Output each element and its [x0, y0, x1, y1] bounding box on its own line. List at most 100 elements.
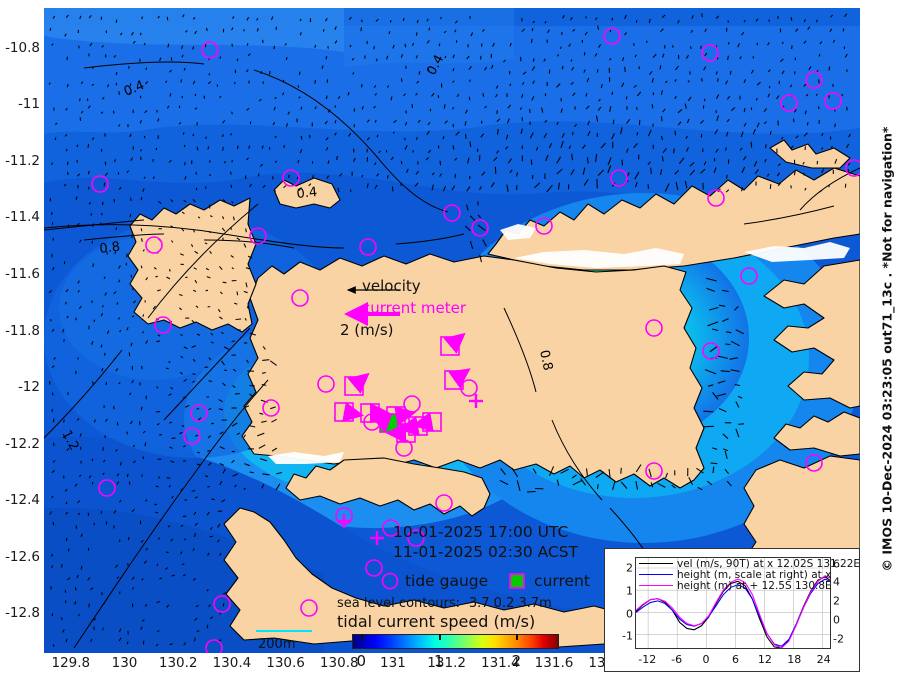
velocity-vector — [75, 525, 78, 529]
tide-gauge-marker[interactable] — [407, 529, 425, 547]
tide-gauge-marker[interactable] — [262, 399, 280, 417]
tide-gauge-marker[interactable] — [707, 189, 725, 207]
tide-gauge-marker[interactable] — [291, 289, 309, 307]
timeseries-plot[interactable] — [635, 557, 831, 649]
velocity-vector — [299, 18, 302, 22]
velocity-vector — [87, 144, 90, 148]
velocity-vector — [620, 467, 622, 474]
velocity-vector — [464, 121, 467, 126]
velocity-vector — [621, 82, 625, 88]
velocity-vector — [674, 78, 677, 82]
velocity-vector — [247, 255, 253, 259]
tide-gauge-marker[interactable] — [535, 217, 553, 235]
tide-gauge-marker[interactable] — [845, 159, 860, 177]
tide-gauge-marker[interactable] — [154, 316, 172, 334]
velocity-vector — [78, 239, 82, 243]
velocity-vector — [230, 184, 233, 189]
tide-gauge-marker[interactable] — [740, 267, 758, 285]
velocity-vector — [171, 495, 174, 499]
velocity-vector — [65, 148, 68, 152]
tide-gauge-marker[interactable] — [365, 559, 383, 577]
tide-gauge-marker[interactable] — [471, 219, 489, 237]
colorbar[interactable] — [352, 634, 559, 649]
velocity-vector — [789, 84, 793, 88]
tide-gauge-marker[interactable] — [701, 44, 719, 62]
timeseries-inset[interactable]: -1 0 1 2 -2 0 2 4 6 -12 -6 0 6 12 18 24 vel (m/s, 90T… — [604, 548, 860, 672]
velocity-vector — [155, 275, 158, 278]
tide-gauge-marker[interactable] — [702, 342, 720, 360]
velocity-vector — [67, 577, 71, 581]
tide-gauge-marker[interactable] — [145, 236, 163, 254]
velocity-vector — [718, 407, 727, 413]
tide-gauge-marker[interactable] — [603, 27, 621, 45]
tide-gauge-marker[interactable] — [91, 175, 109, 193]
velocity-vector — [659, 65, 662, 70]
velocity-vector — [65, 107, 68, 111]
tide-gauge-marker[interactable] — [190, 404, 208, 422]
velocity-vector — [834, 158, 838, 164]
map-plot-area[interactable]: 0.4 0.4 0.4 0.8 0.8 1.2 — [44, 8, 860, 653]
tide-gauge-marker[interactable] — [213, 595, 231, 613]
velocity-vector — [352, 72, 355, 75]
velocity-vector — [327, 160, 330, 164]
velocity-vector — [117, 317, 121, 320]
velocity-vector — [183, 199, 187, 203]
velocity-vector — [452, 68, 455, 72]
velocity-vector — [183, 642, 187, 646]
inset-x-tick-label: 6 — [731, 653, 739, 666]
velocity-vector — [716, 393, 726, 397]
tide-gauge-marker[interactable] — [435, 494, 453, 512]
velocity-vector — [219, 291, 223, 295]
velocity-vector — [651, 78, 654, 83]
tide-gauge-marker[interactable] — [183, 427, 201, 445]
velocity-vector — [102, 472, 105, 475]
velocity-vector — [360, 83, 363, 88]
tide-gauge-marker[interactable] — [300, 599, 318, 617]
tide-gauge-marker[interactable] — [780, 94, 798, 112]
velocity-vector — [141, 577, 144, 581]
tide-gauge-marker[interactable] — [98, 479, 116, 497]
velocity-vector — [768, 85, 771, 89]
tide-gauge-marker[interactable] — [201, 41, 219, 59]
tide-gauge-marker[interactable] — [249, 227, 267, 245]
velocity-vector — [115, 448, 118, 452]
tide-gauge-marker[interactable] — [805, 71, 823, 89]
velocity-vector — [78, 305, 82, 310]
velocity-vector — [633, 84, 637, 88]
velocity-vector — [803, 40, 807, 44]
velocity-vector — [219, 56, 222, 59]
tide-gauge-marker[interactable] — [610, 169, 628, 187]
tide-gauge-marker[interactable] — [359, 238, 377, 256]
velocity-vector — [91, 223, 95, 228]
velocity-vector — [444, 120, 448, 124]
tide-gauge-marker[interactable] — [317, 375, 335, 393]
velocity-vector — [729, 70, 732, 75]
tide-gauge-marker[interactable] — [824, 92, 842, 110]
velocity-vector — [766, 173, 770, 177]
velocity-vector — [156, 630, 160, 632]
velocity-vector — [624, 14, 627, 19]
velocity-vector — [580, 478, 587, 486]
tide-gauge-marker[interactable] — [805, 454, 823, 472]
x-tick-label: 130.8 — [319, 655, 359, 671]
tide-gauge-marker[interactable] — [205, 639, 223, 653]
velocity-vector — [596, 69, 599, 73]
tide-gauge-marker[interactable] — [282, 169, 300, 187]
tide-gauge-marker[interactable] — [382, 519, 400, 537]
velocity-vector — [231, 340, 235, 343]
velocity-vector — [206, 624, 209, 629]
velocity-vector — [196, 122, 198, 126]
inset-left-axis: -1 0 1 2 — [605, 549, 633, 673]
tide-gauge-marker[interactable] — [443, 204, 461, 222]
tide-gauge-marker[interactable] — [645, 462, 663, 480]
velocity-vector — [688, 476, 693, 485]
tide-gauge-marker[interactable] — [645, 319, 663, 337]
velocity-vector — [249, 393, 254, 398]
velocity-vector — [735, 329, 745, 335]
velocity-vector — [113, 291, 117, 295]
velocity-vector — [454, 157, 458, 161]
velocity-vector — [674, 170, 680, 175]
x-tick-label: 131 — [380, 655, 406, 671]
timestamp-utc: 10-01-2025 17:00 UTC — [393, 523, 569, 541]
velocity-vector — [597, 169, 605, 176]
